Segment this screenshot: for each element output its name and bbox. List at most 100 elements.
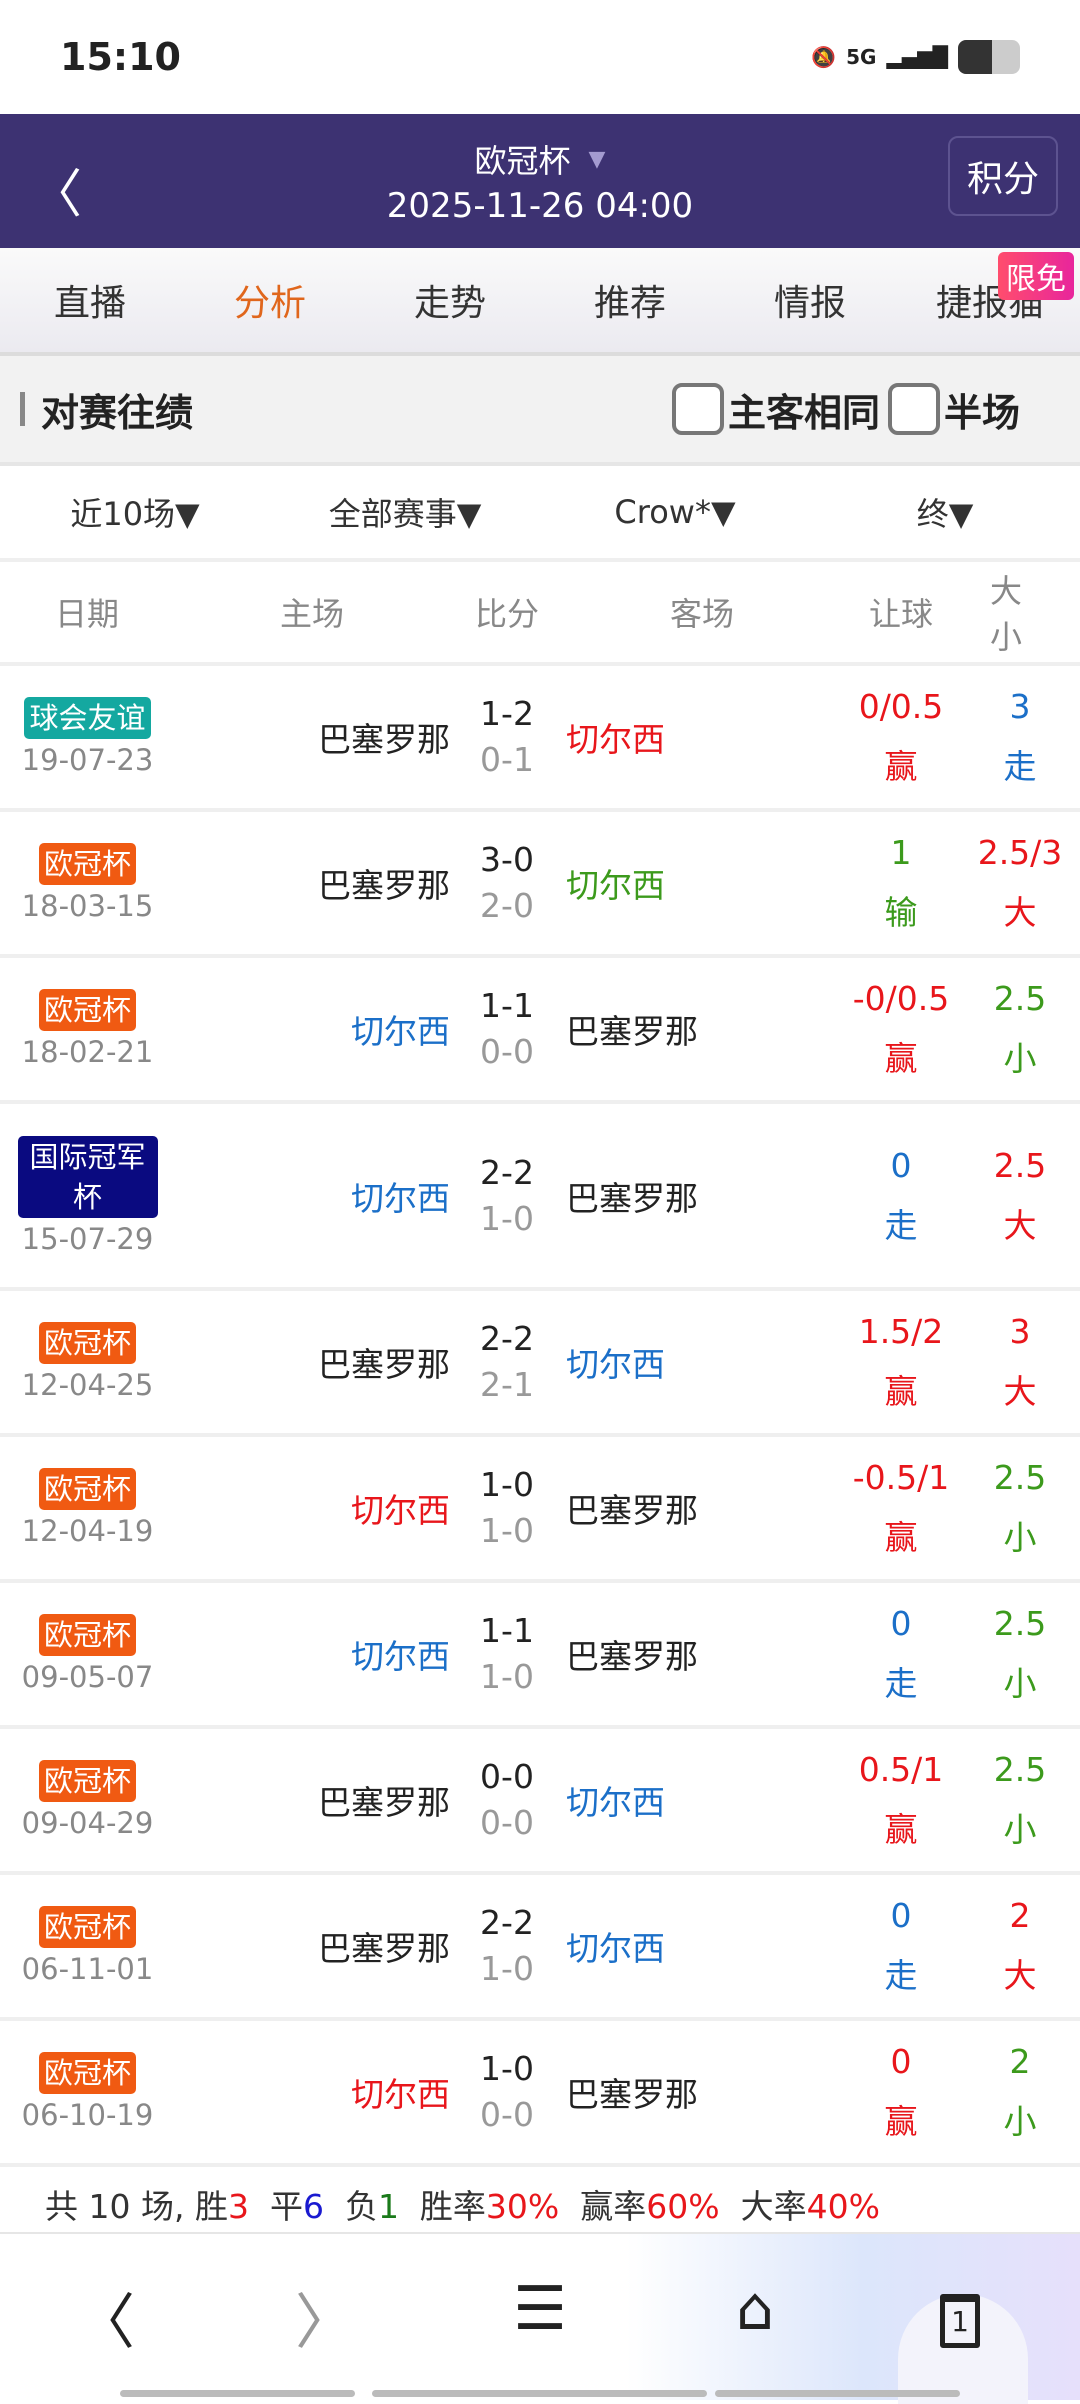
match-date: 18-03-15	[21, 889, 154, 923]
handicap-result: 赢	[884, 1372, 918, 1411]
league-tag: 欧冠杯	[38, 1322, 136, 1364]
over-under-cell: 2 大	[1004, 1875, 1037, 2017]
standings-button[interactable]: 积分	[948, 136, 1058, 216]
full-time-score: 1-0	[480, 2049, 534, 2088]
handicap-result: 赢	[884, 1518, 918, 1557]
over-under-line: 2.5/3	[977, 833, 1063, 872]
score-cell: 1-1 1-0	[480, 1583, 534, 1725]
handicap-line: -0.5/1	[852, 1458, 950, 1497]
match-row[interactable]: 国际冠军杯 15-07-29 切尔西 2-2 1-0 巴塞罗那 0 走 2.5 …	[0, 1104, 1080, 1291]
match-row[interactable]: 球会友谊 19-07-23 巴塞罗那 1-2 0-1 切尔西 0/0.5 赢 3…	[0, 666, 1080, 812]
back-arrow-icon[interactable]: 〈	[75, 2288, 135, 2358]
match-date: 12-04-19	[21, 1514, 154, 1548]
match-row[interactable]: 欧冠杯 18-02-21 切尔西 1-1 0-0 巴塞罗那 -0/0.5 赢 2…	[0, 958, 1080, 1104]
checkbox-icon	[887, 383, 940, 435]
match-row[interactable]: 欧冠杯 09-05-07 切尔西 1-1 1-0 巴塞罗那 0 走 2.5 小	[0, 1583, 1080, 1729]
home-icon[interactable]: ⌂	[735, 2274, 775, 2344]
away-team: 巴塞罗那	[566, 2075, 698, 2114]
home-team: 切尔西	[351, 2075, 450, 2114]
match-row[interactable]: 欧冠杯 18-03-15 巴塞罗那 3-0 2-0 切尔西 1 输 2.5/3 …	[0, 812, 1080, 958]
home-team: 巴塞罗那	[318, 720, 450, 759]
handicap-line: 0	[890, 1604, 912, 1643]
handicap-result: 赢	[884, 2102, 918, 2141]
match-list: 球会友谊 19-07-23 巴塞罗那 1-2 0-1 切尔西 0/0.5 赢 3…	[0, 666, 1080, 2167]
handicap-cell: 1 输	[885, 812, 918, 954]
forward-arrow-icon[interactable]: 〉	[295, 2288, 355, 2358]
away-team: 巴塞罗那	[566, 1491, 698, 1530]
full-time-score: 3-0	[480, 840, 534, 879]
tab-live[interactable]: 直播	[53, 283, 126, 324]
match-row[interactable]: 欧冠杯 06-10-19 切尔西 1-0 0-0 巴塞罗那 0 赢 2 小	[0, 2021, 1080, 2167]
full-time-score: 2-2	[480, 1152, 534, 1192]
table-header: 日期 主场 比分 客场 让球 大小	[0, 562, 1080, 666]
date-cell: 欧冠杯 18-03-15	[0, 812, 175, 954]
handicap-cell: 0 走	[885, 1583, 918, 1725]
summary-row: 共 10 场, 胜3 平6 负1 胜率30% 赢率60% 大率40%	[0, 2180, 1080, 2230]
league-selector[interactable]: 欧冠杯 ▼	[475, 136, 606, 182]
date-cell: 国际冠军杯 15-07-29	[0, 1104, 175, 1287]
home-team: 巴塞罗那	[318, 1345, 450, 1384]
date-cell: 欧冠杯 09-04-29	[0, 1729, 175, 1871]
filter-bookmaker[interactable]: Crow*▼	[614, 493, 736, 531]
match-row[interactable]: 欧冠杯 06-11-01 巴塞罗那 2-2 1-0 切尔西 0 走 2 大	[0, 1875, 1080, 2021]
half-time-score: 1-0	[480, 1657, 534, 1696]
hcprate-value: 60%	[646, 2187, 720, 2226]
score-cell: 1-2 0-1	[480, 666, 534, 808]
filter-final[interactable]: 终▼	[916, 495, 974, 533]
over-under-cell: 2 小	[1004, 2021, 1037, 2163]
match-date: 19-07-23	[21, 743, 154, 777]
full-time-score: 1-1	[480, 986, 534, 1025]
over-under-line: 2.5	[993, 979, 1047, 1018]
back-button[interactable]: 〈	[30, 165, 83, 225]
match-date: 06-11-01	[21, 1952, 154, 1986]
over-under-cell: 3 走	[1004, 666, 1037, 808]
tab-intel[interactable]: 情报	[773, 283, 846, 324]
tab-trend[interactable]: 走势	[413, 283, 486, 324]
date-cell: 欧冠杯 06-11-01	[0, 1875, 175, 2017]
checkbox-label: 主客相同	[727, 390, 880, 435]
full-time-score: 1-0	[480, 1465, 534, 1504]
tab-analysis[interactable]: 分析	[233, 283, 306, 324]
match-date: 09-04-29	[21, 1806, 154, 1840]
handicap-result: 走	[884, 1956, 918, 1995]
date-cell: 欧冠杯 18-02-21	[0, 958, 175, 1100]
over-under-result: 小	[1003, 1810, 1037, 1849]
match-row[interactable]: 欧冠杯 12-04-25 巴塞罗那 2-2 2-1 切尔西 1.5/2 赢 3 …	[0, 1291, 1080, 1437]
date-cell: 欧冠杯 12-04-25	[0, 1291, 175, 1433]
col-over-under: 大小	[990, 572, 1023, 656]
over-under-cell: 3 大	[1004, 1291, 1037, 1433]
handicap-line: 1	[890, 833, 912, 872]
over-under-result: 走	[1003, 747, 1037, 786]
same-home-away-checkbox[interactable]: 主客相同	[671, 382, 880, 437]
col-handicap: 让球	[868, 595, 934, 633]
browser-nav-bar: 〈 〉 ☰ ⌂ 1	[0, 2232, 1080, 2404]
filter-recent[interactable]: 近10场▼	[70, 495, 200, 533]
over-under-result: 大	[1003, 893, 1037, 932]
over-under-result: 小	[1003, 1518, 1037, 1557]
score-cell: 1-0 1-0	[480, 1437, 534, 1579]
match-datetime: 2025-11-26 04:00	[386, 186, 694, 226]
home-team: 巴塞罗那	[318, 1783, 450, 1822]
over-under-result: 小	[1003, 1039, 1037, 1078]
filter-competition[interactable]: 全部赛事▼	[328, 495, 482, 533]
match-date: 06-10-19	[21, 2098, 154, 2132]
match-row[interactable]: 欧冠杯 12-04-19 切尔西 1-0 1-0 巴塞罗那 -0.5/1 赢 2…	[0, 1437, 1080, 1583]
half-time-score: 0-1	[480, 740, 534, 779]
hcprate-label: 赢率	[580, 2187, 647, 2226]
score-cell: 0-0 0-0	[480, 1729, 534, 1871]
full-time-score: 2-2	[480, 1903, 534, 1942]
menu-icon[interactable]: ☰	[513, 2274, 567, 2344]
handicap-cell: 0 赢	[885, 2021, 918, 2163]
clock: 15:10	[60, 35, 181, 79]
half-time-checkbox[interactable]: 半场	[887, 382, 1020, 437]
handicap-line: -0/0.5	[852, 979, 950, 1018]
tabs-icon[interactable]: 1	[940, 2294, 980, 2348]
signal-icon: ▂▄▆█	[886, 45, 948, 69]
handicap-result: 赢	[884, 1039, 918, 1078]
loss-count: 1	[377, 2187, 399, 2226]
match-row[interactable]: 欧冠杯 09-04-29 巴塞罗那 0-0 0-0 切尔西 0.5/1 赢 2.…	[0, 1729, 1080, 1875]
tab-recommend[interactable]: 推荐	[593, 283, 666, 324]
filter-bar: 近10场▼ 全部赛事▼ Crow*▼ 终▼	[0, 466, 1080, 562]
score-cell: 3-0 2-0	[480, 812, 534, 954]
score-cell: 2-2 1-0	[480, 1104, 534, 1287]
